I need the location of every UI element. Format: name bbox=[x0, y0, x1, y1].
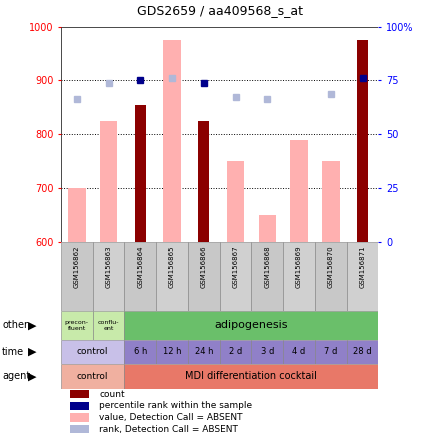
Text: MDI differentiation cocktail: MDI differentiation cocktail bbox=[185, 371, 317, 381]
Bar bbox=[156, 242, 187, 311]
Bar bbox=[219, 242, 251, 311]
Text: GSM156870: GSM156870 bbox=[327, 246, 333, 288]
Text: 4 d: 4 d bbox=[292, 347, 305, 357]
Bar bbox=[187, 340, 219, 364]
Bar bbox=[346, 242, 378, 311]
Text: rank, Detection Call = ABSENT: rank, Detection Call = ABSENT bbox=[99, 424, 237, 433]
Text: time: time bbox=[2, 347, 24, 357]
Text: agent: agent bbox=[2, 371, 30, 381]
Bar bbox=[61, 311, 92, 340]
Bar bbox=[258, 215, 276, 242]
Bar bbox=[92, 311, 124, 340]
Bar bbox=[124, 364, 378, 388]
Bar bbox=[226, 161, 244, 242]
Text: GSM156864: GSM156864 bbox=[137, 246, 143, 288]
Bar bbox=[61, 340, 124, 364]
Bar bbox=[356, 40, 367, 242]
Bar bbox=[198, 121, 209, 242]
Bar bbox=[124, 242, 156, 311]
Bar bbox=[61, 364, 124, 388]
Text: GSM156862: GSM156862 bbox=[74, 246, 79, 288]
Text: control: control bbox=[77, 372, 108, 381]
Bar bbox=[219, 340, 251, 364]
Text: GSM156869: GSM156869 bbox=[296, 246, 301, 288]
Text: GSM156867: GSM156867 bbox=[232, 246, 238, 288]
Bar bbox=[124, 340, 156, 364]
Text: other: other bbox=[2, 320, 28, 330]
Bar bbox=[70, 425, 89, 433]
Bar bbox=[251, 242, 283, 311]
Bar bbox=[135, 105, 145, 242]
Bar bbox=[283, 340, 314, 364]
Bar bbox=[156, 340, 187, 364]
Bar bbox=[163, 40, 181, 242]
Text: ▶: ▶ bbox=[28, 320, 37, 330]
Bar bbox=[289, 140, 307, 242]
Bar bbox=[70, 390, 89, 398]
Bar bbox=[314, 340, 346, 364]
Bar bbox=[251, 340, 283, 364]
Text: GSM156863: GSM156863 bbox=[105, 246, 111, 288]
Bar bbox=[283, 242, 314, 311]
Bar bbox=[99, 121, 117, 242]
Text: control: control bbox=[77, 347, 108, 357]
Text: count: count bbox=[99, 389, 125, 399]
Text: 3 d: 3 d bbox=[260, 347, 273, 357]
Text: GSM156868: GSM156868 bbox=[264, 246, 270, 288]
Bar bbox=[68, 188, 85, 242]
Text: 2 d: 2 d bbox=[228, 347, 242, 357]
Bar bbox=[321, 161, 339, 242]
Bar bbox=[314, 242, 346, 311]
Text: ▶: ▶ bbox=[28, 371, 37, 381]
Bar bbox=[187, 242, 219, 311]
Bar bbox=[346, 340, 378, 364]
Text: 7 d: 7 d bbox=[323, 347, 337, 357]
Text: value, Detection Call = ABSENT: value, Detection Call = ABSENT bbox=[99, 413, 242, 422]
Text: GSM156866: GSM156866 bbox=[201, 246, 206, 288]
Text: 6 h: 6 h bbox=[133, 347, 147, 357]
Text: GSM156871: GSM156871 bbox=[359, 246, 365, 288]
Bar bbox=[92, 242, 124, 311]
Text: conflu-
ent: conflu- ent bbox=[98, 320, 119, 331]
Text: GDS2659 / aa409568_s_at: GDS2659 / aa409568_s_at bbox=[136, 4, 302, 17]
Bar bbox=[61, 242, 92, 311]
Bar bbox=[70, 401, 89, 410]
Text: adipogenesis: adipogenesis bbox=[214, 320, 287, 330]
Bar bbox=[124, 311, 378, 340]
Text: percentile rank within the sample: percentile rank within the sample bbox=[99, 401, 252, 410]
Text: GSM156865: GSM156865 bbox=[169, 246, 174, 288]
Bar bbox=[70, 413, 89, 422]
Text: 12 h: 12 h bbox=[162, 347, 181, 357]
Text: ▶: ▶ bbox=[28, 347, 37, 357]
Text: 28 d: 28 d bbox=[352, 347, 371, 357]
Text: precon-
fluent: precon- fluent bbox=[65, 320, 89, 331]
Text: 24 h: 24 h bbox=[194, 347, 213, 357]
